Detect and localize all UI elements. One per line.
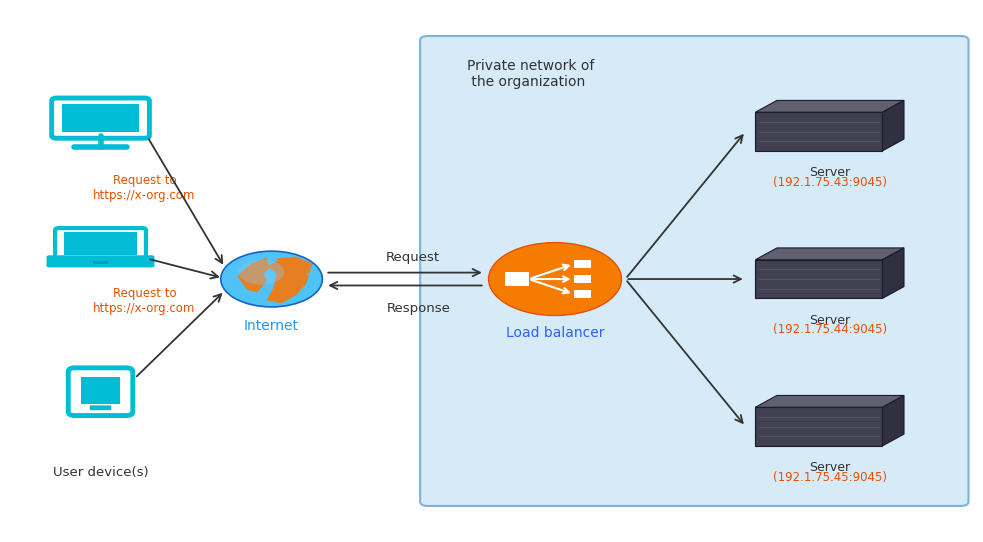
FancyBboxPatch shape — [47, 256, 153, 267]
Text: (192.1.75.44:9045): (192.1.75.44:9045) — [773, 323, 887, 336]
FancyBboxPatch shape — [64, 232, 138, 255]
Polygon shape — [883, 100, 904, 151]
FancyBboxPatch shape — [574, 290, 591, 298]
Text: Server: Server — [809, 166, 850, 179]
Text: Private network of
 the organization: Private network of the organization — [467, 59, 595, 89]
FancyBboxPatch shape — [52, 98, 149, 138]
FancyBboxPatch shape — [420, 36, 968, 506]
Polygon shape — [237, 257, 269, 293]
Polygon shape — [755, 396, 904, 407]
FancyBboxPatch shape — [574, 275, 591, 283]
Text: Request to
https://x-org.com: Request to https://x-org.com — [93, 287, 196, 314]
FancyBboxPatch shape — [92, 261, 108, 264]
Text: Internet: Internet — [244, 319, 299, 333]
Text: Load balancer: Load balancer — [506, 326, 605, 340]
Polygon shape — [883, 248, 904, 298]
FancyBboxPatch shape — [574, 260, 591, 268]
Polygon shape — [755, 407, 883, 446]
Polygon shape — [883, 396, 904, 446]
FancyBboxPatch shape — [89, 405, 111, 410]
Text: Request: Request — [386, 251, 440, 264]
Text: (192.1.75.43:9045): (192.1.75.43:9045) — [773, 176, 887, 189]
Circle shape — [489, 243, 621, 315]
FancyBboxPatch shape — [55, 228, 145, 260]
FancyBboxPatch shape — [62, 104, 139, 132]
Polygon shape — [755, 100, 904, 112]
Polygon shape — [755, 248, 904, 260]
Text: User device(s): User device(s) — [53, 466, 148, 479]
Circle shape — [239, 260, 284, 285]
Text: Server: Server — [809, 314, 850, 327]
Text: (192.1.75.45:9045): (192.1.75.45:9045) — [773, 470, 887, 483]
FancyBboxPatch shape — [81, 377, 120, 404]
FancyBboxPatch shape — [68, 368, 133, 416]
FancyBboxPatch shape — [505, 272, 529, 286]
Text: Response: Response — [386, 302, 450, 315]
Text: Request to
https://x-org.com: Request to https://x-org.com — [93, 174, 196, 202]
Polygon shape — [266, 260, 309, 303]
Polygon shape — [755, 260, 883, 298]
Polygon shape — [755, 112, 883, 151]
Polygon shape — [276, 256, 313, 274]
Circle shape — [221, 251, 322, 307]
Text: Server: Server — [809, 461, 850, 474]
